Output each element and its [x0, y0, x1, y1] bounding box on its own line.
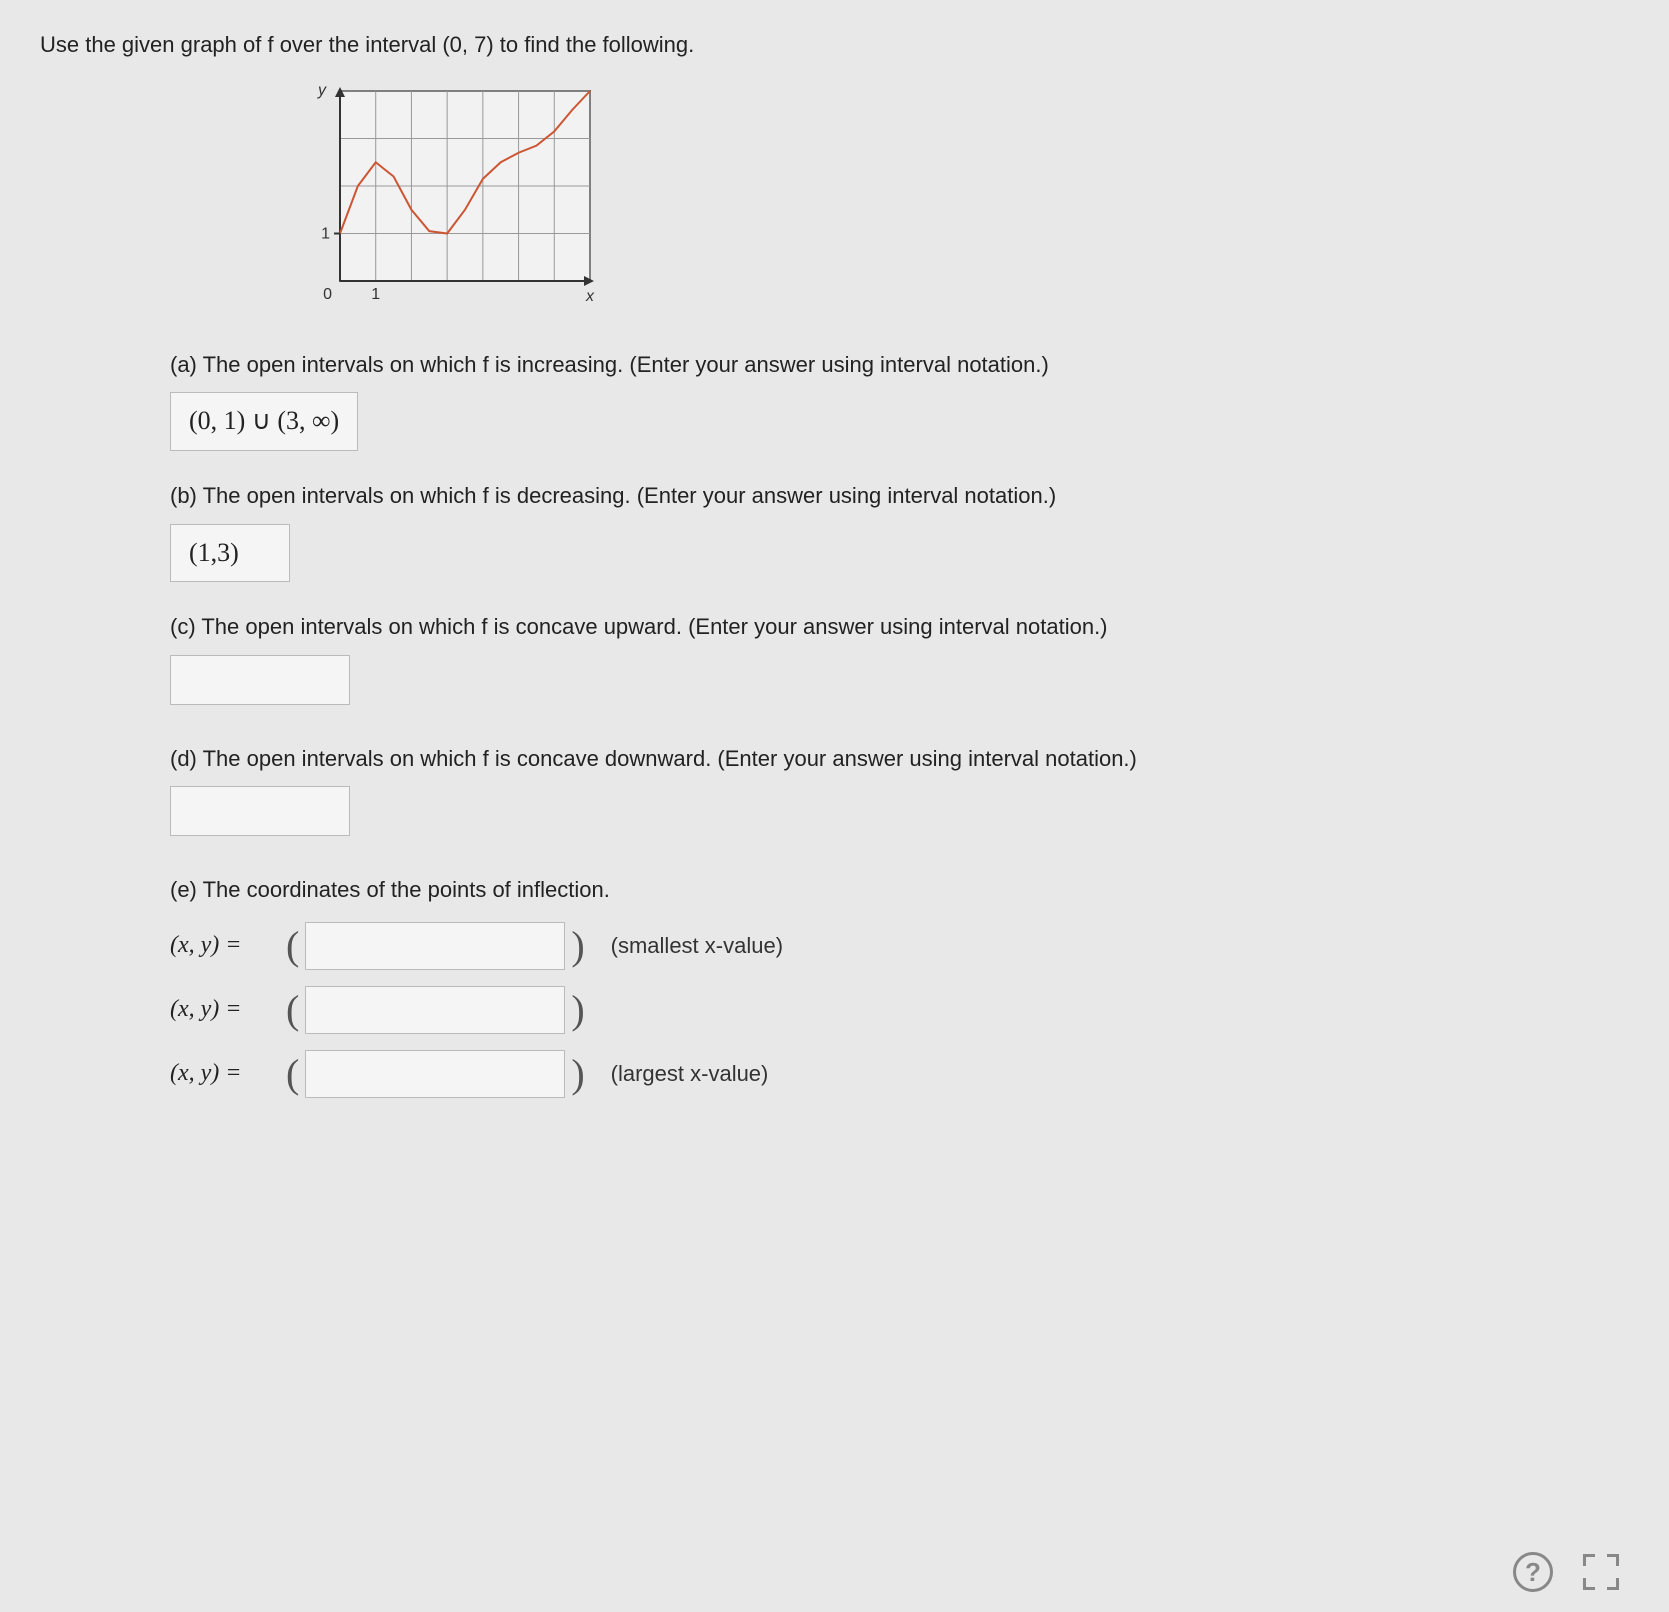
function-graph: y x 0 1 1	[300, 81, 600, 311]
part-d-answer[interactable]	[170, 786, 350, 836]
svg-text:0: 0	[323, 286, 332, 303]
part-d-text: (d) The open intervals on which f is con…	[170, 744, 1629, 775]
close-paren-2: )	[571, 990, 584, 1030]
inflection-input-3[interactable]	[305, 1050, 565, 1098]
part-a-answer[interactable]: (0, 1) ∪ (3, ∞)	[170, 392, 358, 450]
part-a: (a) The open intervals on which f is inc…	[170, 350, 1629, 451]
part-a-text: (a) The open intervals on which f is inc…	[170, 350, 1629, 381]
part-e: (e) The coordinates of the points of inf…	[170, 875, 1629, 1098]
svg-text:y: y	[317, 82, 327, 99]
open-paren-3: (	[286, 1054, 299, 1094]
graph-container: y x 0 1 1	[300, 81, 1629, 320]
inflection-input-1[interactable]	[305, 922, 565, 970]
part-c: (c) The open intervals on which f is con…	[170, 612, 1629, 714]
question-prompt: Use the given graph of f over the interv…	[40, 30, 1629, 61]
part-d: (d) The open intervals on which f is con…	[170, 744, 1629, 846]
part-e-text: (e) The coordinates of the points of inf…	[170, 875, 1629, 906]
expand-icon[interactable]	[1583, 1554, 1619, 1590]
part-b-text: (b) The open intervals on which f is dec…	[170, 481, 1629, 512]
part-c-text: (c) The open intervals on which f is con…	[170, 612, 1629, 643]
svg-text:1: 1	[321, 225, 330, 242]
part-c-answer[interactable]	[170, 655, 350, 705]
xy-label-3: (x, y) =	[170, 1057, 280, 1091]
open-paren-1: (	[286, 926, 299, 966]
inflection-row-1: (x, y) = ( ) (smallest x-value)	[170, 922, 1629, 970]
inflection-input-2[interactable]	[305, 986, 565, 1034]
hint-smallest: (smallest x-value)	[611, 931, 783, 962]
part-b: (b) The open intervals on which f is dec…	[170, 481, 1629, 582]
xy-label-2: (x, y) =	[170, 993, 280, 1027]
part-b-answer[interactable]: (1,3)	[170, 524, 290, 582]
close-paren-3: )	[571, 1054, 584, 1094]
open-paren-2: (	[286, 990, 299, 1030]
svg-text:1: 1	[371, 286, 380, 303]
close-paren-1: )	[571, 926, 584, 966]
inflection-row-2: (x, y) = ( )	[170, 986, 1629, 1034]
hint-largest: (largest x-value)	[611, 1059, 769, 1090]
help-icon[interactable]: ?	[1513, 1552, 1553, 1592]
xy-label-1: (x, y) =	[170, 929, 280, 963]
inflection-row-3: (x, y) = ( ) (largest x-value)	[170, 1050, 1629, 1098]
svg-text:x: x	[585, 288, 595, 305]
